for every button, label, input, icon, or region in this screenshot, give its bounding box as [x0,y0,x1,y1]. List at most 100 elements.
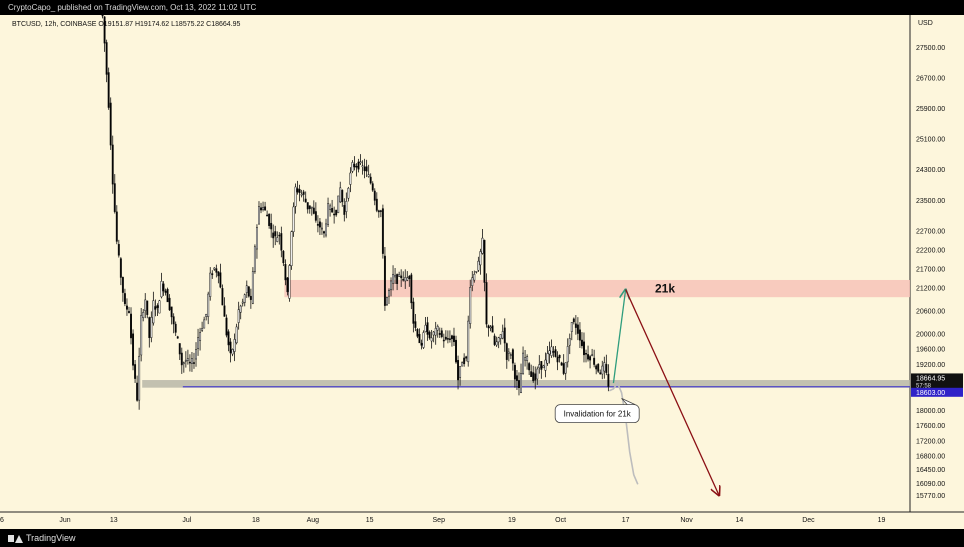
candle-body [495,341,498,346]
candle-body [524,357,527,361]
candle-body [501,331,504,339]
chart-frame[interactable]: BTCUSD, 12h, COINBASE O19151.87 H19174.6… [0,0,964,529]
candle-body [398,274,401,277]
candle-body [253,246,256,272]
candle-body [542,365,545,369]
candle-body [109,102,112,146]
candle-body [534,373,537,381]
candle-body [144,299,147,312]
candle-body [213,267,216,270]
candle-body [300,193,303,196]
candle-body [479,251,482,266]
y-tick-label: 20000.00 [916,331,945,338]
candle-body [450,335,453,340]
axis-layer: 27500.00 26700.00 25900.00 25100.00 24300.00… [0,45,963,524]
candle-body [128,311,130,313]
y-tick-label: 22700.00 [916,228,945,235]
zone-21k[interactable] [284,279,910,298]
candle-body [381,208,384,254]
bear-arrow[interactable] [625,289,719,496]
candle-body [375,198,378,211]
candle-body [341,189,344,203]
candle-body [383,255,386,306]
candle-body [217,271,220,277]
tradingview-logo[interactable]: TradingView [8,529,76,547]
candle-body [385,297,388,306]
candle-body [457,360,460,381]
candle-body [532,372,535,382]
candle-body [591,354,594,357]
candle-body [262,206,265,210]
candle-body [327,203,330,225]
bull-arrow[interactable] [612,290,625,384]
candle-body [119,258,122,278]
candle-body [272,232,275,239]
candle-body [357,161,360,170]
candle-body [438,333,441,335]
candle-body [150,316,153,338]
candle-body [499,334,502,339]
price-tag-label: 18603.00 [916,390,945,397]
candle-body [432,331,435,336]
x-tick-label: Aug [307,517,320,524]
candle-body [266,214,269,217]
candle-body [355,166,358,168]
zones-layer: 21k [142,279,910,388]
candle-body [245,285,248,294]
candle-body [520,373,522,394]
candle-body [251,271,254,304]
candle-body [503,327,506,344]
candle-body [580,339,583,347]
candle-body [146,300,149,315]
candle-body [410,274,413,304]
y-tick-label: 19600.00 [916,347,945,354]
candle-body [280,233,283,251]
candle-body [477,260,480,271]
candle-body [365,166,368,172]
candle-body [471,277,474,287]
candle-body [359,161,362,164]
candle-body [483,239,486,283]
candle-body [320,227,323,230]
candle-body [475,270,478,273]
candle-body [361,165,364,168]
candle-body [156,305,159,308]
candle-body [233,339,236,352]
y-tick-label: 17200.00 [916,438,945,445]
candle-body [587,354,590,360]
zone-support[interactable] [142,380,910,388]
candle-body [422,332,425,348]
candle-body [308,205,311,210]
candle-body [448,338,451,340]
price-tag-countdown: 57:58 [916,383,932,389]
y-tick-label: 17600.00 [916,423,945,430]
candle-body [528,363,531,371]
candle-body [556,356,559,363]
candle-body [465,356,468,359]
x-tick-label: 14 [735,517,743,524]
candle-body [164,290,167,293]
candle-body [284,264,287,281]
candle-body [197,337,200,349]
candle-body [509,354,512,356]
candle-body [339,187,342,203]
candle-body [353,163,356,168]
candle-body [113,183,116,212]
candle-body [597,363,600,372]
candle-body [469,287,472,324]
candle-body [140,315,143,356]
candle-body [219,272,222,288]
candle-body [554,349,557,357]
candle-body [564,362,567,374]
price-chart[interactable]: BTCUSD, 12h, COINBASE O19151.87 H19174.6… [0,0,964,529]
plot-background [0,15,964,529]
candle-body [414,321,417,328]
candle-body [243,294,246,303]
candle-body [148,317,151,338]
candle-body [115,211,118,242]
drawings-layer[interactable]: Invalidation for 21k [554,289,719,496]
candle-body [489,326,492,329]
callout-box[interactable] [554,404,640,424]
y-tick-label: 16450.00 [916,467,945,474]
candle-body [205,313,208,317]
